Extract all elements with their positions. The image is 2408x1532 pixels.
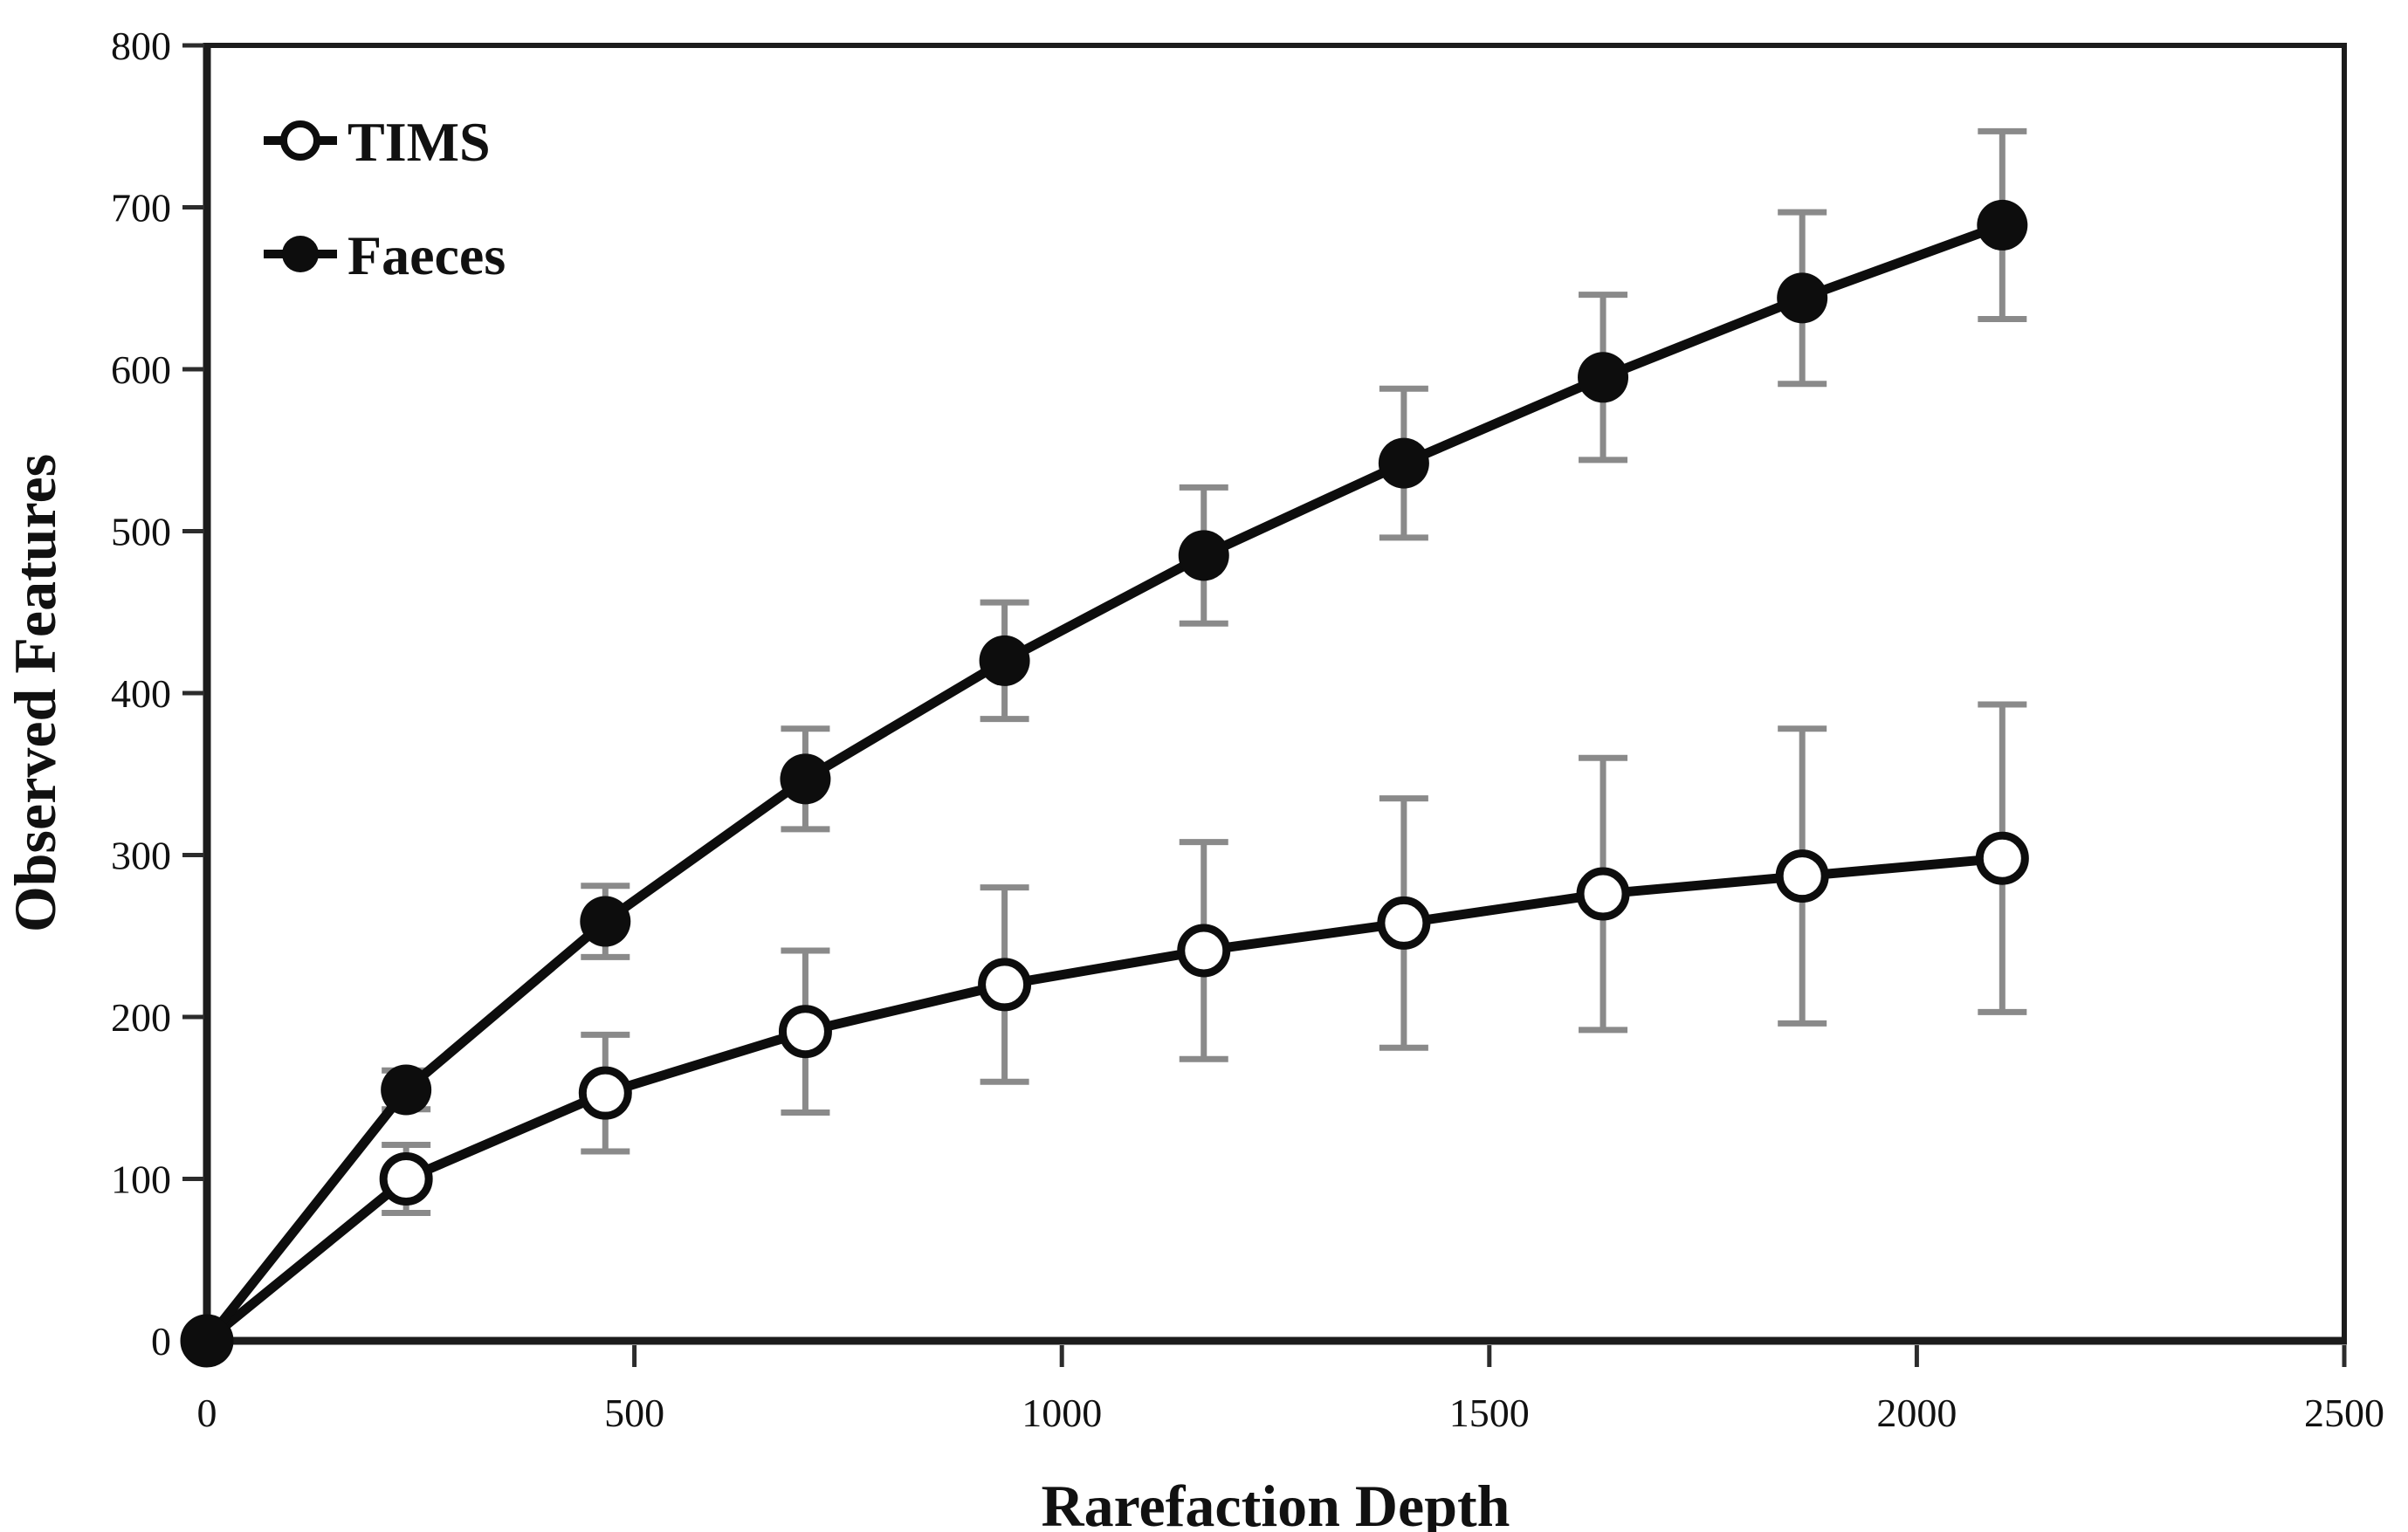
- tims-line: [203, 853, 2003, 1345]
- data-series: [180, 127, 2029, 1368]
- filled-circle-marker: [1578, 352, 1629, 403]
- filled-circle-marker: [1977, 199, 2028, 251]
- x-axis-title: Rarefaction Depth: [1042, 1473, 1510, 1532]
- y-tick-label: 700: [111, 186, 171, 230]
- filled-circle-marker: [1777, 272, 1828, 324]
- y-tick-label: 500: [111, 510, 171, 554]
- legend-open-circle-icon: [280, 120, 320, 161]
- open-circle-marker: [379, 1152, 433, 1206]
- open-circle-marker: [1576, 867, 1630, 921]
- open-circle-marker: [978, 958, 1032, 1012]
- y-tick-label: 200: [111, 995, 171, 1040]
- plot-border: [204, 43, 2347, 1343]
- filled-circle-marker: [182, 1316, 232, 1366]
- y-tick-label: 800: [111, 24, 171, 68]
- plot-frame: [203, 43, 2347, 1345]
- y-tick-label: 300: [111, 834, 171, 878]
- filled-circle-marker: [780, 753, 831, 805]
- x-tick-label: 2500: [2304, 1391, 2384, 1435]
- axis-ticks: 0 100 200 300 400 500 600 700 800 0 500 1000 1500 200…: [111, 24, 2384, 1435]
- faeces-line: [203, 220, 2005, 1344]
- filled-circle-marker: [381, 1064, 432, 1116]
- y-tick-label: 600: [111, 347, 171, 392]
- x-tick-label: 0: [197, 1391, 217, 1435]
- y-tick-label: 0: [151, 1319, 171, 1364]
- open-circle-marker: [1775, 849, 1829, 903]
- open-circle-marker: [778, 1005, 832, 1059]
- y-axis-title: Observed Features: [2, 454, 68, 932]
- open-circle-marker: [1975, 831, 2029, 885]
- filled-circle-marker: [1378, 437, 1429, 489]
- legend-filled-circle-icon: [282, 236, 319, 272]
- x-tick-label: 2000: [1876, 1391, 1957, 1435]
- x-tick-label: 500: [604, 1391, 664, 1435]
- x-tick-label: 1500: [1449, 1391, 1530, 1435]
- x-tick-label: 1000: [1022, 1391, 1102, 1435]
- filled-circle-marker: [1178, 530, 1229, 581]
- filled-circle-marker: [580, 896, 631, 947]
- filled-circle-marker: [979, 635, 1030, 686]
- y-tick-label: 100: [111, 1158, 171, 1202]
- open-circle-marker: [1377, 896, 1431, 950]
- legend-label-faeces: Faeces: [347, 224, 506, 286]
- y-tick-label: 400: [111, 671, 171, 716]
- series-faeces: [182, 127, 2028, 1366]
- open-circle-marker: [578, 1066, 632, 1120]
- legend-markers: [264, 120, 337, 272]
- open-circle-marker: [1177, 924, 1231, 978]
- legend-label-tims: TIMS: [347, 111, 491, 173]
